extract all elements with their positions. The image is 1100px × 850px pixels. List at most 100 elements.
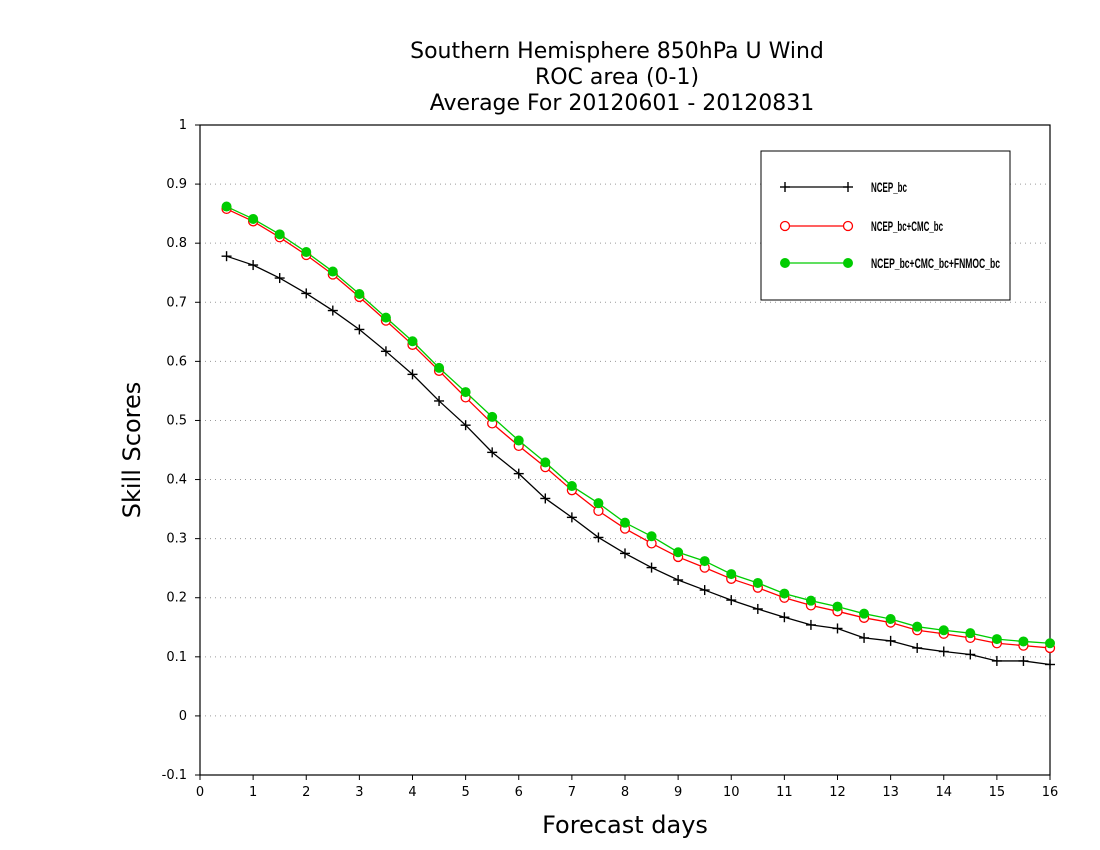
legend-label: NCEP_bc+CMC_bc+FNMOC_bc: [871, 255, 1000, 271]
data-point: [354, 289, 365, 299]
data-point: [540, 493, 551, 504]
y-tick-label: 0.9: [166, 177, 187, 192]
data-point: [938, 625, 949, 636]
title-line-1: Southern Hemisphere 850hPa U Wind: [410, 39, 824, 64]
y-tick-label: 0.2: [166, 591, 187, 606]
data-point: [646, 562, 657, 573]
data-point: [620, 548, 630, 559]
data-point: [912, 621, 923, 632]
data-point: [1045, 659, 1055, 670]
y-tick-label: 0.3: [166, 532, 187, 547]
data-point: [274, 229, 285, 240]
data-point: [991, 634, 1002, 645]
data-point: [301, 288, 312, 299]
data-point: [885, 614, 896, 624]
data-point: [620, 517, 630, 528]
legend-marker: [780, 182, 790, 192]
data-point: [805, 595, 816, 606]
legend-entries: NCEP_bc NCEP_bc+CMC_bc NCEP_bc+CMC_bc+FNMO…: [779, 179, 1000, 271]
y-tick-label: -0.1: [162, 768, 187, 783]
x-tick-label: 8: [621, 785, 629, 800]
title-line-2: ROC area (0-1): [535, 65, 699, 90]
x-tick-label: 12: [829, 785, 846, 800]
data-point: [885, 635, 896, 646]
y-tick-label: 1: [179, 118, 187, 133]
data-point: [673, 547, 684, 558]
data-point: [274, 273, 285, 284]
data-point: [752, 603, 763, 614]
data-point: [593, 498, 604, 509]
data-point: [938, 646, 949, 657]
legend-marker: [843, 258, 853, 268]
data-point: [859, 608, 870, 619]
legend-marker: [842, 220, 854, 232]
x-tick-label: 7: [568, 785, 576, 800]
data-point: [805, 619, 816, 630]
x-tick-label: 11: [776, 785, 793, 800]
y-tick-label: 0.1: [166, 650, 187, 665]
data-point: [593, 532, 604, 543]
data-point: [407, 336, 418, 347]
x-tick-label: 16: [1042, 785, 1059, 800]
y-tick-label: 0: [179, 709, 187, 724]
x-tick-label: 14: [935, 785, 952, 800]
data-point: [513, 468, 524, 479]
series-3: [221, 201, 1055, 649]
x-tick-label: 10: [723, 785, 740, 800]
data-point: [646, 531, 657, 542]
y-tick-label: 0.4: [166, 473, 187, 488]
data-point: [566, 481, 577, 492]
x-tick-label: 9: [674, 785, 682, 800]
data-point: [301, 247, 312, 258]
series-group: [221, 201, 1056, 670]
x-tick-label: 5: [461, 785, 469, 800]
x-tick-label: 3: [355, 785, 363, 800]
legend-marker: [779, 220, 791, 232]
data-point: [221, 201, 232, 212]
data-point: [380, 312, 391, 323]
title-line-3: Average For 20120601 - 20120831: [430, 91, 815, 116]
data-point: [407, 369, 418, 380]
y-axis-label: Skill Scores: [118, 382, 146, 519]
data-point: [221, 251, 232, 262]
data-point: [327, 305, 338, 316]
data-point: [832, 623, 843, 634]
legend-entry-2: NCEP_bc+CMC_bc: [779, 218, 943, 234]
data-point: [327, 266, 338, 277]
y-tick-label: 0.5: [166, 413, 187, 428]
y-tick-label: 0.8: [166, 236, 187, 251]
data-point: [991, 655, 1002, 666]
data-point: [566, 512, 577, 523]
y-axis-ticks: -0.1 0 0.1 0.2 0.3 0.4 0.5 0.6 0.7 0.8 0.9 1: [162, 118, 200, 783]
data-point: [832, 601, 843, 612]
data-point: [779, 612, 790, 623]
x-axis-label: Forecast days: [542, 811, 708, 839]
x-tick-label: 15: [989, 785, 1006, 800]
series-1: [221, 251, 1055, 670]
data-point: [460, 387, 471, 398]
data-point: [354, 324, 365, 335]
x-axis-ticks: 0 1 2 3 4 5 6 7 8 9 10 11 12 13 14 15 16: [196, 775, 1058, 800]
data-point: [540, 457, 551, 468]
data-point: [752, 577, 763, 588]
data-point: [699, 556, 710, 567]
x-tick-label: 0: [196, 785, 204, 800]
data-point: [487, 411, 498, 422]
chart-title: Southern Hemisphere 850hPa U Wind ROC ar…: [410, 39, 824, 116]
data-point: [699, 585, 710, 596]
legend-label: NCEP_bc: [871, 179, 907, 195]
data-point: [726, 569, 737, 580]
data-point: [248, 260, 259, 271]
legend-entry-3: NCEP_bc+CMC_bc+FNMOC_bc: [780, 255, 1000, 271]
grid-lines: [200, 183, 1050, 717]
data-point: [248, 213, 259, 224]
legend-marker: [780, 258, 790, 268]
x-tick-label: 13: [882, 785, 899, 800]
data-point: [726, 595, 737, 606]
data-point: [859, 632, 870, 643]
data-point: [1018, 655, 1029, 666]
x-tick-label: 6: [515, 785, 523, 800]
x-tick-label: 4: [408, 785, 416, 800]
legend-label: NCEP_bc+CMC_bc: [871, 218, 943, 234]
